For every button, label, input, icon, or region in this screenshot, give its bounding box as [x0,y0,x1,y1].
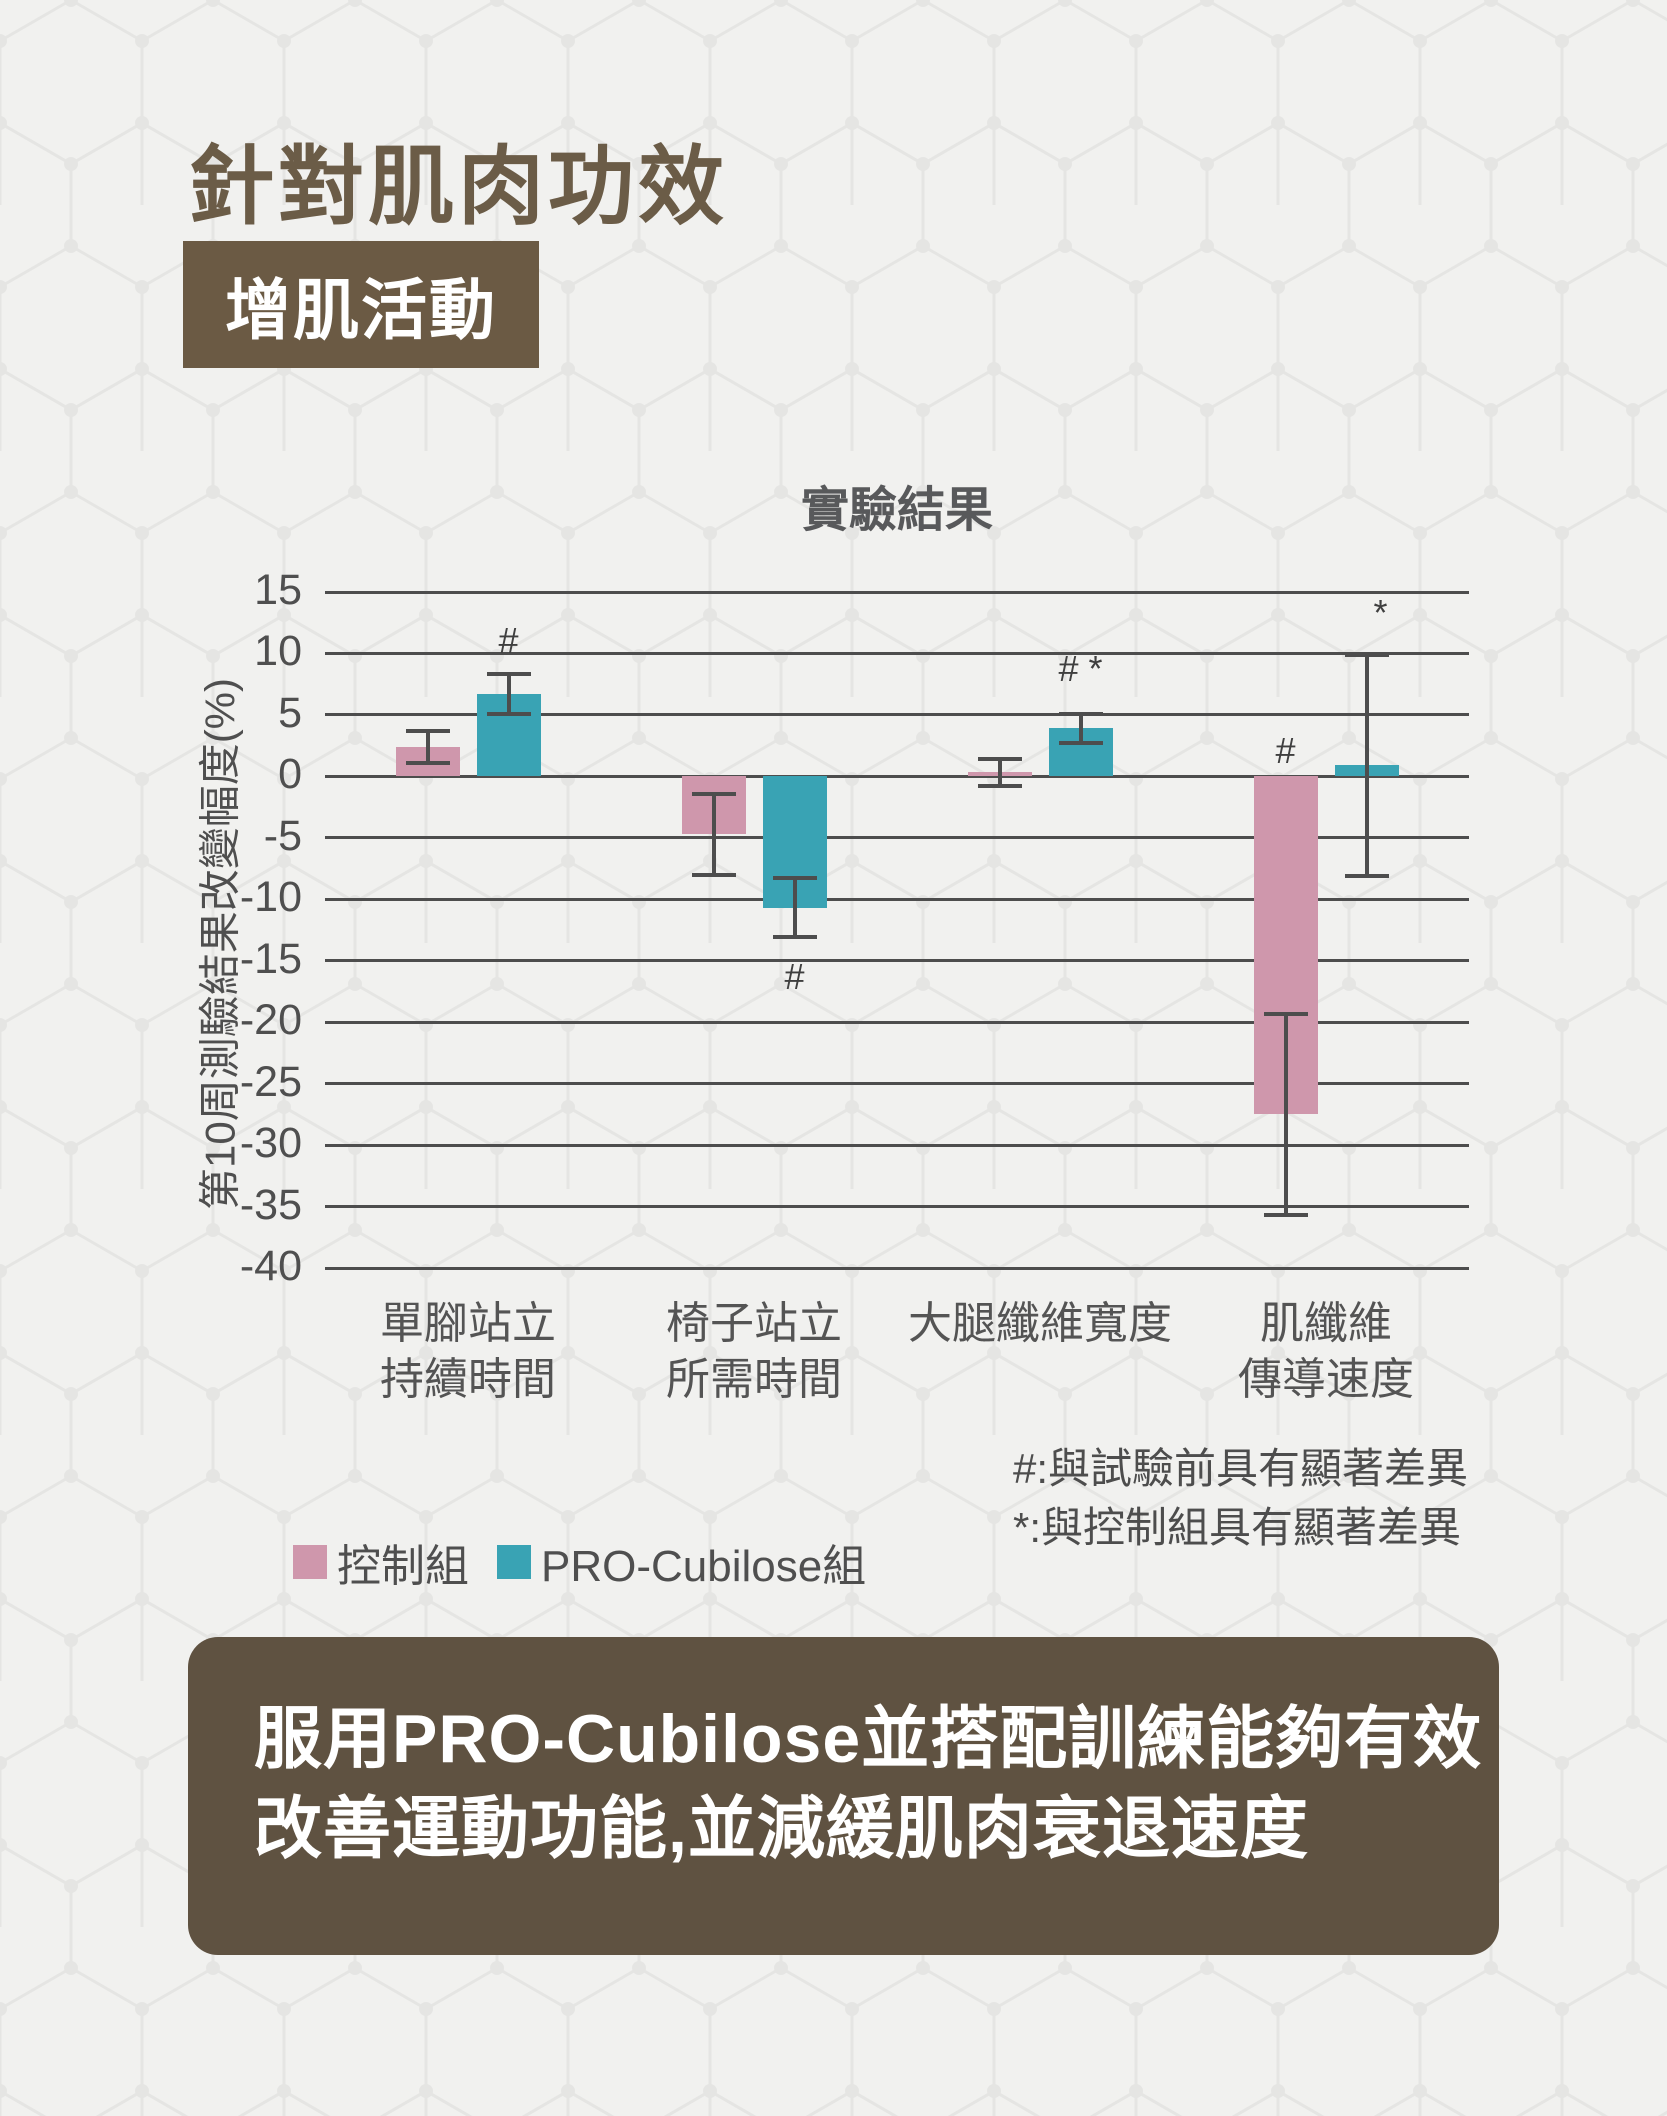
summary-line-2: 改善運動功能,並減緩肌肉衰退速度 [254,1790,1309,1867]
summary-line-1: 服用PRO-Cubilose並搭配訓練能夠有效 [254,1701,1483,1777]
y-tick-label: -15 [239,934,302,983]
gridline [325,713,1469,717]
gridline [325,1143,1469,1147]
error-bar-cap [1344,873,1389,878]
chart-title: 實驗結果 [800,484,993,537]
gridline [325,959,1469,963]
error-bar-cap [1263,1011,1308,1016]
gridline [325,651,1469,655]
error-bar-cap [486,711,531,716]
gridline [325,1205,1469,1209]
legend-label: 控制組 [337,1542,469,1591]
legend-label: PRO-Cubilose組 [541,1542,867,1591]
note-hash: #:與試驗前具有顯著差異 [1013,1445,1469,1492]
gridline [325,836,1469,840]
y-tick-label: -40 [239,1242,302,1290]
error-bar [997,758,1002,786]
chart-legend: 控制組 PRO-Cubilose組 [293,1530,866,1594]
y-tick-label: -5 [263,811,302,860]
legend-item: PRO-Cubilose組 [497,1530,866,1594]
error-bar [1078,713,1083,744]
section-badge: 增肌活動 [183,241,539,368]
error-bar-cap [977,756,1022,761]
gridline [325,1266,1469,1270]
significance-marker: * [1373,591,1388,633]
significance-marker: # [1275,729,1296,771]
legend-item: 控制組 [293,1530,469,1594]
x-axis-labels: 單腳站立 持續時間 椅子站立 所需時間 大腿纖維寬度 肌纖維 傳導速度 [325,1296,1469,1426]
error-bar [1364,654,1369,876]
error-bar-cap [486,672,531,677]
y-tick-label: 5 [278,688,302,737]
y-tick-label: -10 [239,873,302,922]
y-tick-label: 0 [278,750,302,799]
error-bar-cap [1344,652,1389,657]
x-category-label: 椅子站立 所需時間 [666,1299,842,1405]
error-bar-cap [405,760,450,765]
legend-swatch [293,1545,327,1579]
page-title: 針對肌肉功效 [188,139,728,235]
error-bar [506,674,511,714]
gridline [325,1082,1469,1086]
x-category-label: 單腳站立 持續時間 [380,1299,556,1405]
y-tick-label: -35 [239,1180,302,1229]
significance-marker: # [784,955,805,997]
x-category-label: 大腿纖維寬度 [908,1299,1172,1348]
error-bar-cap [772,876,817,881]
note-asterisk: *:與控制組具有顯著差異 [1013,1503,1462,1551]
y-tick-label: -20 [239,996,302,1045]
plot-area: 15 10 5 0 -5 -10 -15 -20 -25 -30 -35 -40 # # # # * * [240,566,1469,1290]
error-bar [711,793,716,875]
legend-swatch [497,1545,531,1579]
y-tick-label: -30 [239,1119,302,1168]
error-bar [1283,1013,1288,1216]
error-bar-cap [1263,1213,1308,1218]
error-bar [425,730,430,763]
error-bar-cap [1058,711,1103,716]
x-category-label: 肌纖維 傳導速度 [1238,1299,1414,1405]
y-tick-label: -25 [239,1057,302,1106]
error-bar [792,878,797,938]
error-bar-cap [691,872,736,877]
summary-callout: 服用PRO-Cubilose並搭配訓練能夠有效 改善運動功能,並減緩肌肉衰退速度 [188,1637,1499,1955]
error-bar-cap [977,783,1022,788]
significance-notes: #:與試驗前具有顯著差異 *:與控制組具有顯著差異 [1013,1440,1468,1558]
gridline [325,897,1469,901]
y-tick-label: 15 [254,566,302,614]
error-bar-cap [1058,741,1103,746]
significance-marker: # * [1058,648,1103,690]
gridline [325,1020,1469,1024]
error-bar-cap [691,791,736,796]
significance-marker: # [498,620,519,662]
gridline [325,590,1469,594]
gridline [325,774,1469,778]
error-bar-cap [772,935,817,940]
y-tick-label: 10 [254,627,302,676]
error-bar-cap [405,728,450,733]
